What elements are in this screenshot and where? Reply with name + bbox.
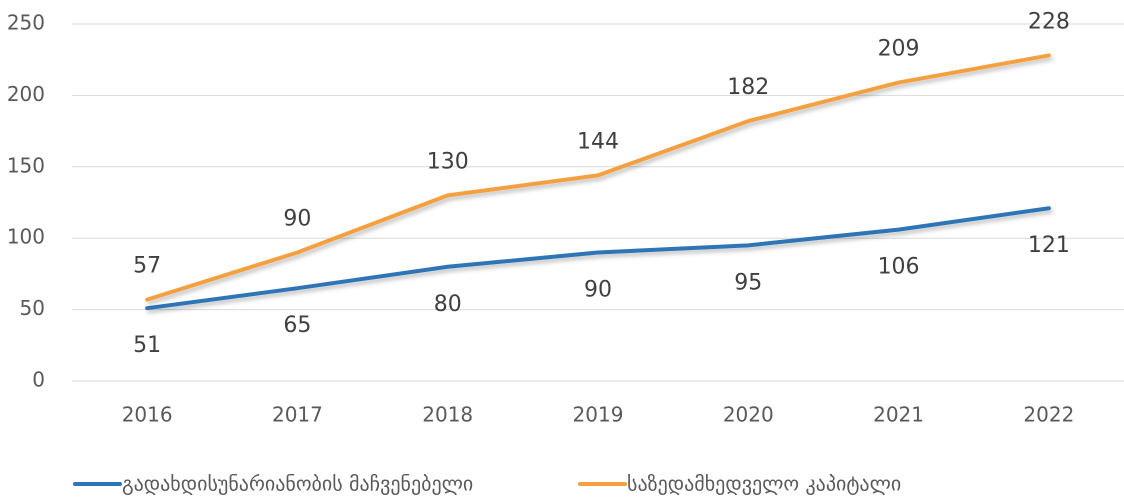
y-tick-label: 150 [7,153,45,177]
y-tick-label: 100 [7,225,45,249]
x-tick-label: 2019 [573,403,624,427]
data-label: 182 [727,75,769,100]
y-tick-label: 50 [20,296,45,320]
data-label: 121 [1028,233,1070,258]
x-tick-label: 2022 [1023,403,1074,427]
x-tick-label: 2016 [122,403,173,427]
x-tick-label: 2021 [873,403,924,427]
x-tick-label: 2018 [422,403,473,427]
y-tick-label: 200 [7,82,45,106]
y-tick-label: 250 [7,11,45,35]
data-label: 106 [878,255,920,280]
x-tick-label: 2020 [723,403,774,427]
line-series [145,53,1051,302]
data-label: 144 [577,129,619,154]
y-tick-label: 0 [32,368,45,392]
data-label: 90 [283,206,311,231]
data-label: 130 [427,149,469,174]
legend-label: გადახდისუნარიანობის მაჩვენებელი [122,472,473,496]
data-label: 65 [283,313,311,338]
data-label: 80 [434,292,462,317]
data-label: 57 [133,254,161,279]
legend-label: საზედამხედველო კაპიტალი [627,472,901,496]
data-label: 51 [133,333,161,358]
data-label: 228 [1028,9,1070,34]
data-label: 209 [878,37,920,62]
data-label: 90 [584,277,612,302]
data-label: 95 [734,270,762,295]
x-tick-label: 2017 [272,403,323,427]
line-series [145,206,1051,311]
